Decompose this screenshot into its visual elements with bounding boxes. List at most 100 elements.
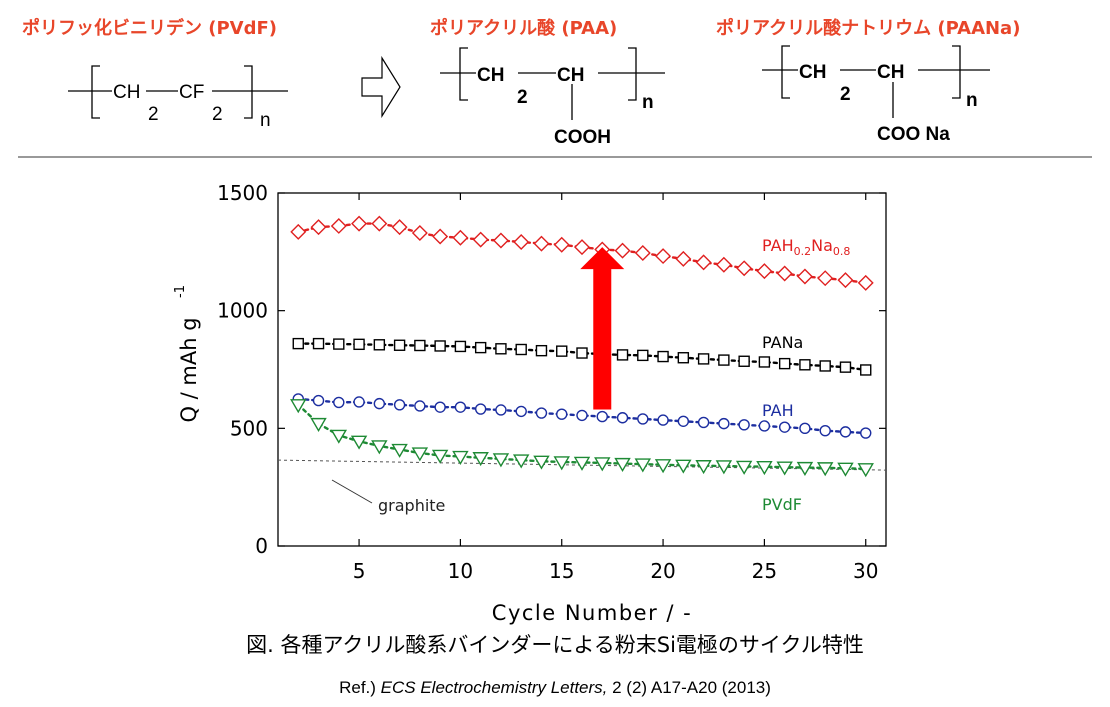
data-point <box>576 347 588 359</box>
figure-caption: 図. 各種アクリル酸系バインダーによる粉末Si電極のサイクル特性 <box>246 633 864 657</box>
series-3 <box>290 399 874 478</box>
paa-structure: CH 2 CH n COOH <box>440 47 665 148</box>
data-point <box>411 447 429 462</box>
data-point <box>452 450 469 465</box>
series-line <box>297 397 867 435</box>
series-label-pvdf: PVdF <box>762 495 802 514</box>
paa-n: n <box>642 92 654 113</box>
data-point <box>312 337 325 350</box>
data-point <box>553 236 570 253</box>
paa-unit-ch2: CH <box>477 65 504 86</box>
data-point <box>454 401 467 413</box>
data-point <box>655 248 672 265</box>
x-tick-label: 10 <box>448 559 473 583</box>
data-point <box>474 403 487 415</box>
data-point <box>492 232 509 249</box>
data-point <box>434 401 446 413</box>
data-point <box>816 462 834 477</box>
paana-unit-ch: CH <box>877 62 904 83</box>
data-point <box>330 429 348 444</box>
data-point <box>677 415 690 427</box>
pvdf-n: n <box>260 110 271 131</box>
pvdf-sub-1: 2 <box>148 104 159 125</box>
data-point <box>718 417 730 430</box>
series-1 <box>292 337 872 376</box>
data-point <box>594 457 611 472</box>
data-point <box>697 416 710 429</box>
pvdf-unit-cf: CF <box>179 82 204 103</box>
data-point <box>614 457 631 473</box>
data-point <box>472 452 489 467</box>
data-point <box>614 242 631 259</box>
data-point <box>697 353 710 365</box>
data-point <box>533 235 550 252</box>
plot-frame <box>277 192 887 547</box>
reference-journal: ECS Electrochemistry Letters, <box>380 678 608 697</box>
data-point <box>736 260 753 277</box>
data-point <box>758 356 771 368</box>
data-point <box>495 343 507 355</box>
paana-sub: 2 <box>840 84 851 105</box>
data-point <box>535 344 548 357</box>
paa-title: ポリアクリル酸 (PAA) <box>430 18 618 39</box>
x-tick-label: 15 <box>549 559 574 583</box>
data-point <box>778 421 791 433</box>
data-point <box>735 460 753 475</box>
data-point <box>839 361 852 373</box>
reference: Ref.) ECS Electrochemistry Letters, 2 (2… <box>0 678 1110 698</box>
data-point <box>371 215 388 232</box>
data-point <box>492 453 510 468</box>
series-0 <box>290 215 874 291</box>
data-point <box>776 265 793 282</box>
data-point <box>758 420 771 432</box>
data-point <box>839 426 852 438</box>
data-point <box>290 399 307 414</box>
series-label-pah-na: PAH0.2Na0.8 <box>762 236 850 258</box>
pvdf-structure: CH 2 CF 2 n <box>68 65 288 131</box>
data-point <box>778 357 791 370</box>
data-point <box>634 245 651 261</box>
paa-side-group: COOH <box>554 127 611 148</box>
data-point <box>373 397 386 410</box>
data-point <box>393 339 406 351</box>
x-axis-label: Cycle Number / - <box>492 601 692 625</box>
data-point <box>414 339 426 352</box>
data-point <box>616 349 629 361</box>
y-axis-label-exponent: -1 <box>173 285 188 298</box>
data-point <box>310 417 327 433</box>
data-point <box>776 461 793 476</box>
data-point <box>391 443 408 458</box>
data-point <box>576 409 588 422</box>
pvdf-sub-2: 2 <box>212 104 223 125</box>
data-point <box>556 408 568 420</box>
y-axis-label-group: Q / mAh g -1 <box>173 285 201 423</box>
data-point <box>718 354 730 366</box>
data-point <box>512 454 530 469</box>
data-point <box>391 219 408 236</box>
graphite-leader-line <box>331 479 373 504</box>
series-label-pah-na-sub1: 0.2 <box>794 245 812 258</box>
y-axis-label: Q / mAh g <box>177 317 201 422</box>
data-point <box>515 405 527 418</box>
data-point <box>819 424 831 437</box>
data-point <box>799 359 811 371</box>
paana-structure: CH 2 CH n COO Na <box>762 45 990 145</box>
plot-area: 5 10 15 20 25 30 0 500 1000 1500 <box>217 181 887 583</box>
data-point <box>353 396 365 408</box>
data-point <box>452 229 469 246</box>
series-label-pah: PAH <box>762 401 794 420</box>
paana-n: n <box>966 90 978 111</box>
data-point <box>310 219 327 236</box>
data-point <box>330 217 347 234</box>
data-point <box>414 400 426 412</box>
axis-ticks: 5 10 15 20 25 30 0 500 1000 1500 <box>217 181 886 583</box>
data-point <box>695 254 712 271</box>
data-point <box>637 413 649 425</box>
data-point <box>515 343 527 356</box>
paana-unit-ch2: CH <box>799 62 826 83</box>
hollow-arrow-icon <box>361 55 401 119</box>
data-point <box>535 407 548 419</box>
data-point <box>738 419 750 431</box>
y-tick-label: 500 <box>230 416 268 440</box>
